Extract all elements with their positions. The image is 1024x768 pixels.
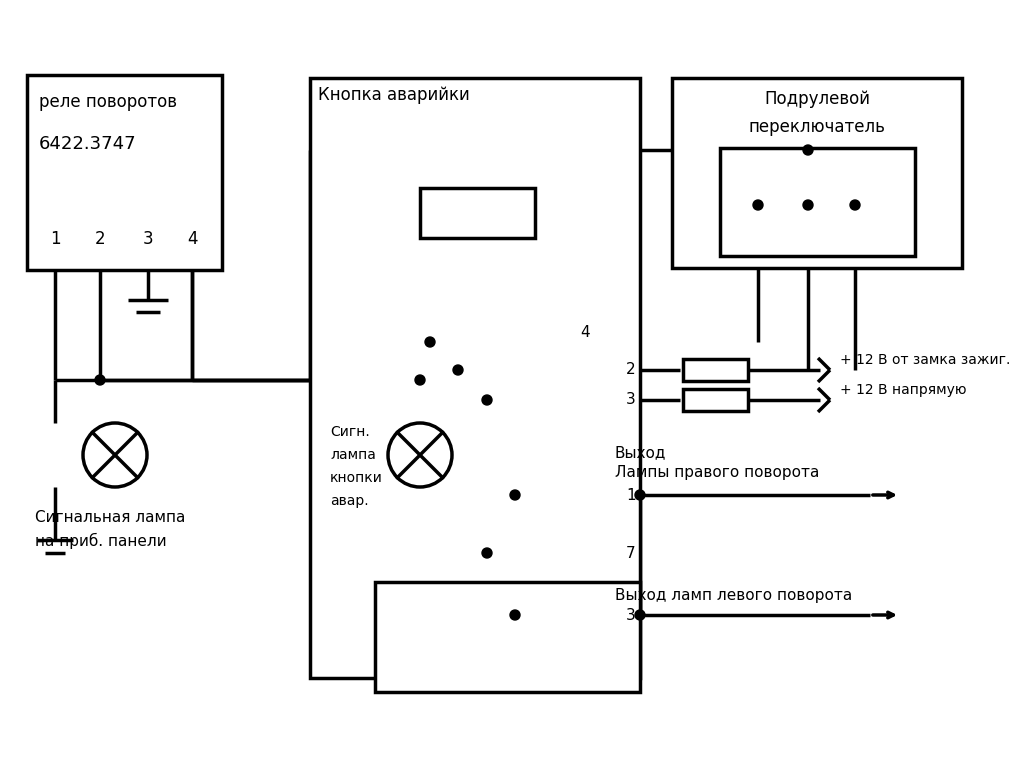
Text: 1: 1 xyxy=(50,230,60,248)
Bar xyxy=(683,389,748,411)
Circle shape xyxy=(482,548,492,558)
Circle shape xyxy=(510,610,520,620)
Bar xyxy=(420,188,535,238)
Bar xyxy=(27,75,222,270)
Text: на приб. панели: на приб. панели xyxy=(35,533,167,549)
Circle shape xyxy=(850,200,860,210)
Text: 3: 3 xyxy=(626,607,636,623)
Bar xyxy=(720,148,915,256)
Text: лампа: лампа xyxy=(330,448,376,462)
Text: 2: 2 xyxy=(94,230,105,248)
Text: Сигн.: Сигн. xyxy=(330,425,370,439)
Text: кнопки: кнопки xyxy=(330,471,383,485)
Circle shape xyxy=(635,490,645,500)
Text: Подрулевой: Подрулевой xyxy=(764,90,870,108)
Text: 4: 4 xyxy=(581,325,590,340)
Text: 1: 1 xyxy=(626,488,636,502)
Bar xyxy=(375,582,640,692)
Text: Выход: Выход xyxy=(615,445,667,460)
Text: + 12 В напрямую: + 12 В напрямую xyxy=(840,383,967,397)
Text: 4: 4 xyxy=(186,230,198,248)
Circle shape xyxy=(635,610,645,620)
Circle shape xyxy=(482,395,492,405)
Bar xyxy=(672,78,962,268)
Bar xyxy=(310,78,640,678)
Text: 6422.3747: 6422.3747 xyxy=(39,135,136,153)
Text: 3: 3 xyxy=(626,392,636,408)
Circle shape xyxy=(510,490,520,500)
Text: 3: 3 xyxy=(142,230,154,248)
Circle shape xyxy=(388,423,452,487)
Bar xyxy=(683,359,748,381)
Text: Кнопка аварийки: Кнопка аварийки xyxy=(318,86,470,104)
Text: Сигнальная лампа: Сигнальная лампа xyxy=(35,510,185,525)
Text: реле поворотов: реле поворотов xyxy=(39,93,177,111)
Circle shape xyxy=(83,423,147,487)
Circle shape xyxy=(95,375,105,385)
Text: 2: 2 xyxy=(626,362,636,378)
Circle shape xyxy=(753,200,763,210)
Text: Выход ламп левого поворота: Выход ламп левого поворота xyxy=(615,588,852,603)
Text: переключатель: переключатель xyxy=(749,118,886,136)
Circle shape xyxy=(803,200,813,210)
Text: + 12 В от замка зажиг.: + 12 В от замка зажиг. xyxy=(840,353,1011,367)
Text: 7: 7 xyxy=(626,545,636,561)
Circle shape xyxy=(425,337,435,347)
Circle shape xyxy=(415,375,425,385)
Circle shape xyxy=(803,145,813,155)
Circle shape xyxy=(453,365,463,375)
Text: авар.: авар. xyxy=(330,494,369,508)
Text: Лампы правого поворота: Лампы правого поворота xyxy=(615,465,819,480)
